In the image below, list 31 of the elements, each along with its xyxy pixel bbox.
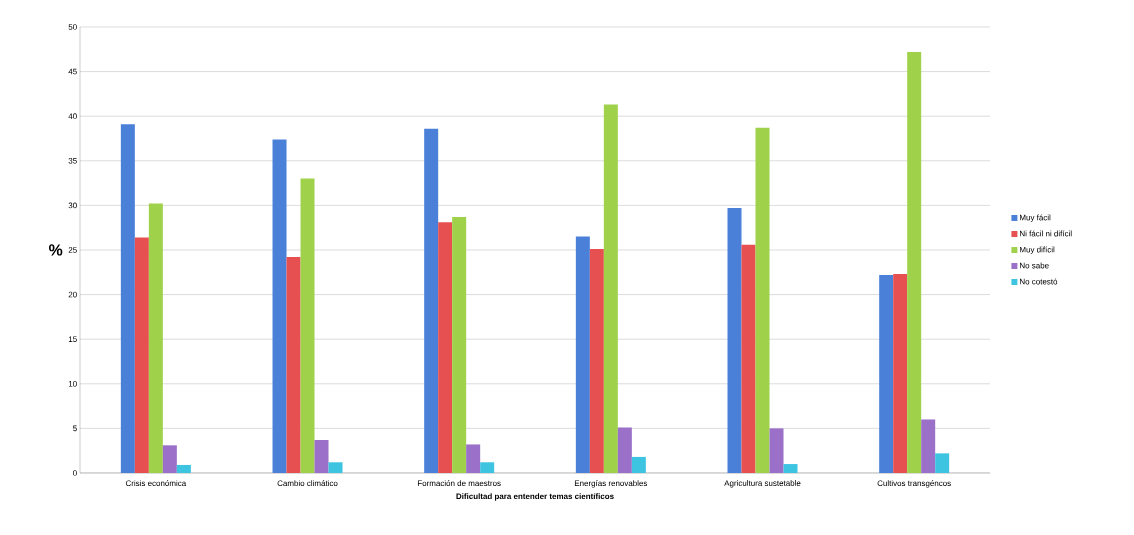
bar (466, 444, 481, 473)
bar (935, 453, 950, 473)
bar (162, 445, 177, 473)
bar (438, 222, 453, 473)
bar (727, 208, 742, 473)
bar (589, 249, 604, 473)
bar (134, 237, 149, 473)
bar (879, 274, 894, 473)
bar (617, 427, 632, 473)
bar (300, 178, 315, 473)
bar (314, 439, 329, 473)
bar (893, 274, 908, 473)
bar (921, 419, 936, 473)
bar (480, 462, 495, 473)
bar (575, 236, 590, 473)
bar (452, 216, 467, 473)
bar (769, 428, 784, 473)
bar (603, 104, 618, 473)
bar (176, 464, 191, 473)
y-axis-title: % (49, 244, 63, 256)
bar (286, 257, 301, 473)
bar (120, 124, 135, 473)
bar (272, 139, 287, 473)
bar (148, 203, 163, 473)
bar (631, 456, 646, 473)
bar (741, 244, 756, 473)
bar (783, 464, 798, 473)
bar (424, 128, 439, 473)
bar (907, 51, 922, 473)
bar (328, 462, 343, 473)
bar (755, 127, 770, 473)
